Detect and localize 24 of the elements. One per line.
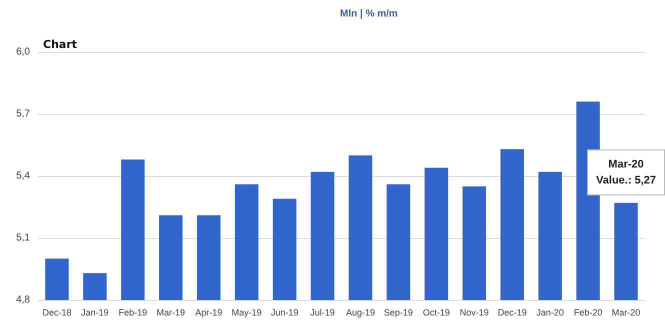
y-tick-label: 5,1 bbox=[16, 232, 30, 244]
x-tick-label: Apr-19 bbox=[195, 308, 222, 318]
y-tick-label: 6,0 bbox=[16, 46, 30, 58]
x-tick-label: Dec-19 bbox=[498, 308, 527, 318]
x-tick-label: Dec-18 bbox=[42, 308, 72, 318]
x-tick-label: Jun-19 bbox=[270, 308, 298, 318]
x-tick-label: Sep-19 bbox=[384, 308, 413, 318]
x-tick-label: Aug-19 bbox=[346, 308, 375, 318]
y-tick-label: 5,7 bbox=[16, 108, 30, 120]
x-tick-label: Jan-20 bbox=[536, 308, 564, 318]
y-tick-label: 5,4 bbox=[16, 170, 30, 182]
x-tick-label: Feb-19 bbox=[118, 308, 148, 318]
x-tick-label: Mar-19 bbox=[156, 308, 186, 318]
x-tick-label: Oct-19 bbox=[422, 308, 450, 318]
x-tick-label: Jul-19 bbox=[310, 308, 335, 318]
y-tick-label: 4,8 bbox=[16, 294, 30, 306]
annotation: Mar-20 Value.: 5,27 bbox=[596, 158, 656, 186]
x-tick-label: Feb-20 bbox=[574, 308, 602, 318]
x-tick-label: Jan-19 bbox=[81, 308, 109, 318]
chart-subtitle: Mln | % m/m bbox=[340, 8, 398, 20]
x-tick-label: May-19 bbox=[232, 308, 262, 318]
chart-title: Chart bbox=[43, 38, 78, 51]
x-tick-label: Mar-20 bbox=[612, 308, 640, 318]
x-tick-label: Nov-19 bbox=[460, 308, 489, 318]
